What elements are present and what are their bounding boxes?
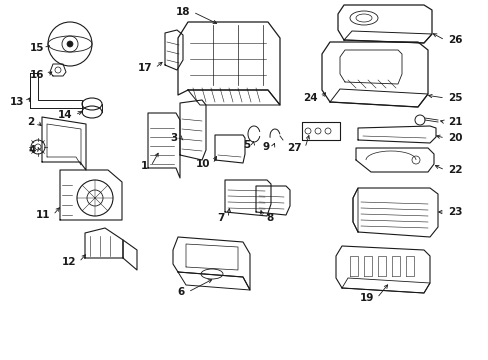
Text: 25: 25 <box>447 93 462 103</box>
Text: 24: 24 <box>303 93 317 103</box>
Text: 11: 11 <box>36 210 50 220</box>
Text: 12: 12 <box>61 257 76 267</box>
Text: 9: 9 <box>263 142 269 152</box>
Text: 3: 3 <box>170 133 178 143</box>
Text: 8: 8 <box>265 213 273 223</box>
Text: 23: 23 <box>447 207 462 217</box>
Text: 20: 20 <box>447 133 462 143</box>
Text: 14: 14 <box>57 110 72 120</box>
Text: 16: 16 <box>29 70 44 80</box>
Text: 4: 4 <box>29 145 36 155</box>
Text: 6: 6 <box>177 287 184 297</box>
Text: 19: 19 <box>359 293 373 303</box>
Text: 7: 7 <box>217 213 224 223</box>
Text: 2: 2 <box>27 117 34 127</box>
Text: 1: 1 <box>141 161 148 171</box>
Text: 13: 13 <box>9 97 24 107</box>
Text: 22: 22 <box>447 165 462 175</box>
Text: 27: 27 <box>287 143 302 153</box>
Circle shape <box>67 41 73 47</box>
Text: 10: 10 <box>195 159 209 169</box>
Text: 15: 15 <box>29 43 44 53</box>
Text: 21: 21 <box>447 117 462 127</box>
Text: 18: 18 <box>175 7 190 17</box>
Text: 26: 26 <box>447 35 462 45</box>
Text: 5: 5 <box>242 140 249 150</box>
Text: 17: 17 <box>137 63 152 73</box>
